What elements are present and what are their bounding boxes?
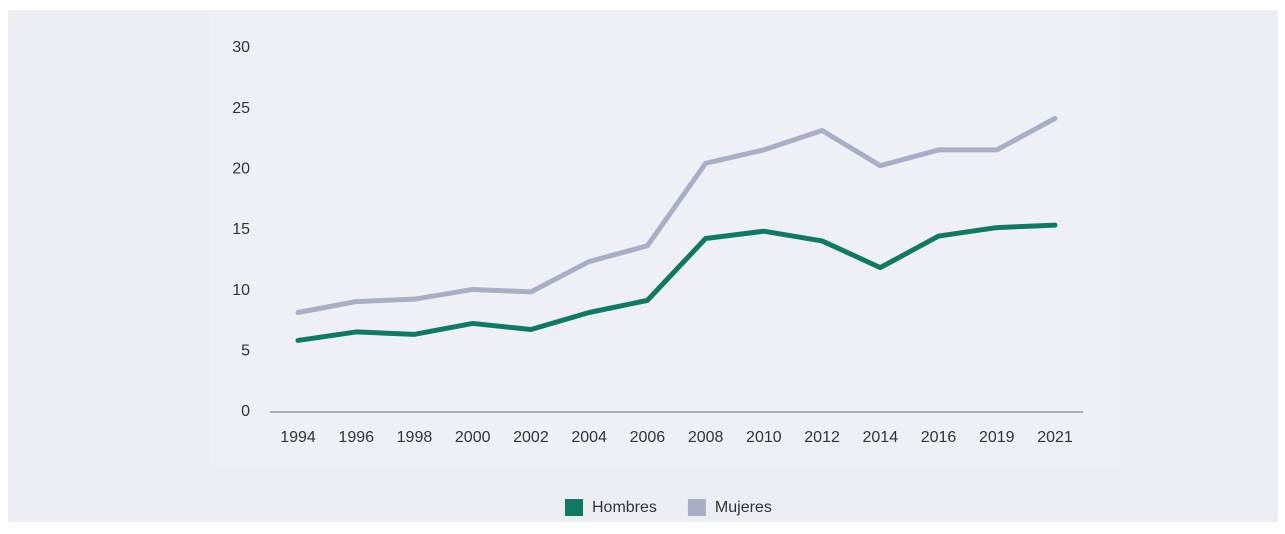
y-tick-label: 10 bbox=[232, 282, 250, 299]
x-tick-label: 2014 bbox=[863, 429, 899, 446]
x-tick-label: 2006 bbox=[630, 429, 666, 446]
x-tick-label: 2010 bbox=[746, 429, 782, 446]
line-series bbox=[295, 222, 1058, 343]
x-tick-label: 1996 bbox=[338, 429, 374, 446]
legend-label: Hombres bbox=[592, 499, 657, 516]
x-tick-label: 2004 bbox=[571, 429, 607, 446]
y-tick-label: 15 bbox=[232, 221, 250, 238]
x-tick-label: 2021 bbox=[1037, 429, 1073, 446]
x-tick-label: 1998 bbox=[397, 429, 433, 446]
y-tick-label: 25 bbox=[232, 100, 250, 117]
y-tick-label: 5 bbox=[241, 343, 250, 360]
y-tick-label: 30 bbox=[232, 39, 250, 56]
x-tick-label: 1994 bbox=[280, 429, 316, 446]
plot-panel bbox=[210, 10, 1120, 466]
x-tick-label: 2008 bbox=[688, 429, 724, 446]
legend-swatch bbox=[687, 499, 706, 516]
x-tick-label: 2019 bbox=[979, 429, 1015, 446]
y-tick-label: 20 bbox=[232, 161, 250, 178]
x-tick-label: 2012 bbox=[804, 429, 840, 446]
line-series bbox=[295, 115, 1058, 316]
x-tick-label: 2000 bbox=[455, 429, 491, 446]
x-tick-label: 2016 bbox=[921, 429, 957, 446]
legend-swatch bbox=[565, 499, 583, 516]
y-tick-label: 0 bbox=[241, 403, 250, 420]
x-tick-label: 2002 bbox=[513, 429, 549, 446]
legend-label: Mujeres bbox=[715, 499, 772, 516]
